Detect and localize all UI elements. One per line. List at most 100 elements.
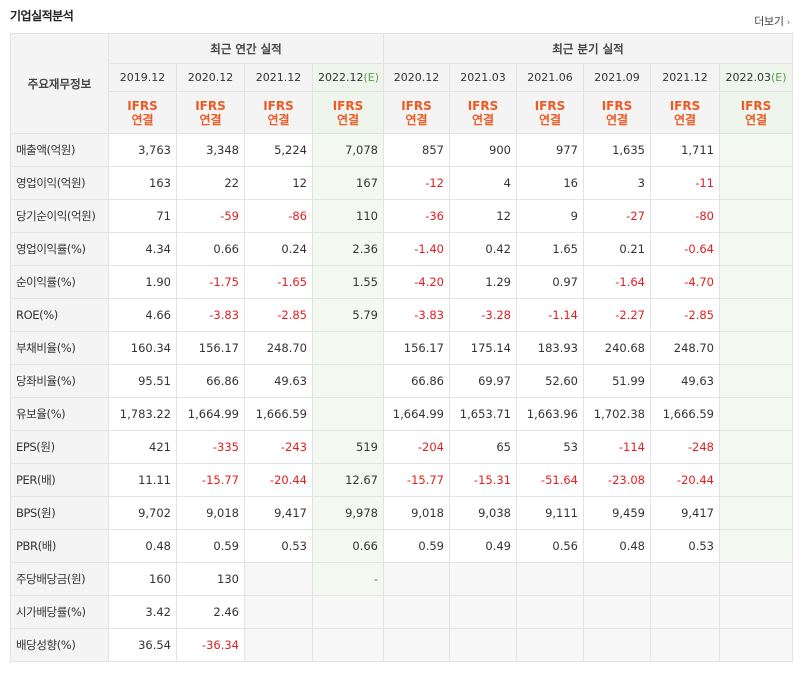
consolidated-label: 연결 (199, 112, 222, 127)
row-label: EPS(원) (10, 430, 109, 464)
table-row: 부채비율(%) 160.34 156.17 248.70 156.17 175.14 183… (10, 331, 793, 365)
table-cell: -243 (244, 430, 313, 464)
table-cell: 16 (516, 166, 584, 200)
table-cell: 248.70 (244, 331, 313, 365)
table-cell: 22 (176, 166, 245, 200)
table-cell: 3.42 (108, 595, 177, 629)
table-cell: 900 (449, 133, 517, 167)
table-row: 영업이익(억원) 163 22 12 167 -12 4 16 3 -11 (10, 166, 793, 200)
table-cell (719, 166, 793, 200)
table-cell (650, 595, 720, 629)
table-cell: 49.63 (650, 364, 720, 398)
table-cell: 0.49 (449, 529, 517, 563)
table-cell: -36.34 (176, 628, 245, 662)
table-cell (719, 298, 793, 332)
table-cell: 66.86 (383, 364, 450, 398)
table-cell (650, 628, 720, 662)
quarter-period-5: 2022.03(E) (719, 63, 793, 92)
table-cell: 0.97 (516, 265, 584, 299)
ifrs-label: IFRS (534, 98, 566, 113)
table-cell: -0.64 (650, 232, 720, 266)
table-cell: -114 (583, 430, 651, 464)
row-label: 당기순이익(억원) (10, 199, 109, 233)
table-cell (719, 232, 793, 266)
table-row: 유보율(%) 1,783.22 1,664.99 1,666.59 1,664.99 1,… (10, 397, 793, 431)
table-cell: 49.63 (244, 364, 313, 398)
table-cell: -15.77 (383, 463, 450, 497)
table-cell: 2.46 (176, 595, 245, 629)
row-label: BPS(원) (10, 496, 109, 530)
table-row: 당기순이익(억원) 71 -59 -86 110 -36 12 9 -27 -80 (10, 199, 793, 233)
period-label: 2022.12 (318, 71, 364, 84)
table-cell (719, 463, 793, 497)
table-cell: 183.93 (516, 331, 584, 365)
table-row: BPS(원) 9,702 9,018 9,417 9,978 9,018 9,038 9,11… (10, 496, 793, 530)
row-label: 순이익률(%) (10, 265, 109, 299)
consolidated-label: 연결 (405, 112, 428, 127)
table-cell: -20.44 (244, 463, 313, 497)
ifrs-label: IFRS (127, 98, 158, 113)
table-cell: 1,663.96 (516, 397, 584, 431)
period-label: 2021.12 (662, 71, 708, 84)
row-label: 매출액(억원) (10, 133, 109, 167)
table-cell: 12 (449, 199, 517, 233)
period-label: 2021.03 (460, 71, 506, 84)
ifrs-label: IFRS (195, 98, 226, 113)
table-row: 매출액(억원) 3,763 3,348 5,224 7,078 857 900 977 1,63… (10, 133, 793, 167)
table-cell: 53 (516, 430, 584, 464)
row-label: 유보율(%) (10, 397, 109, 431)
table-cell (449, 562, 517, 596)
table-cell (719, 496, 793, 530)
table-cell: -1.75 (176, 265, 245, 299)
ifrs-label: IFRS (263, 98, 294, 113)
table-cell: 9,978 (312, 496, 384, 530)
table-cell: 156.17 (383, 331, 450, 365)
consolidated-label: 연결 (673, 112, 697, 127)
table-cell (516, 595, 584, 629)
table-cell: 0.59 (383, 529, 450, 563)
table-cell (719, 133, 793, 167)
table-cell: 110 (312, 199, 384, 233)
table-cell: 71 (108, 199, 177, 233)
table-cell: 9,417 (650, 496, 720, 530)
table-cell: 1,653.71 (449, 397, 517, 431)
row-label: PER(배) (10, 463, 109, 497)
table-cell: 36.54 (108, 628, 177, 662)
table-cell: 167 (312, 166, 384, 200)
table-cell: 9,459 (583, 496, 651, 530)
table-row: 순이익률(%) 1.90 -1.75 -1.65 1.55 -4.20 1.29 0.97 -1… (10, 265, 793, 299)
more-link[interactable]: 더보기 › (754, 13, 790, 29)
chevron-right-icon: › (786, 18, 791, 28)
consolidated-label: 연결 (744, 112, 768, 127)
table-row: 주당배당금(원) 160 130 - (10, 562, 793, 596)
table-cell: 1,666.59 (244, 397, 313, 431)
table-cell: 12.67 (312, 463, 384, 497)
table-cell: -51.64 (516, 463, 584, 497)
table-cell (244, 562, 313, 596)
table-cell: -27 (583, 199, 651, 233)
row-label: 당좌비율(%) (10, 364, 109, 398)
table-cell: 0.56 (516, 529, 584, 563)
table-cell: 1,664.99 (176, 397, 245, 431)
table-cell: 160.34 (108, 331, 177, 365)
consolidated-label: 연결 (336, 112, 360, 127)
table-cell: 1,664.99 (383, 397, 450, 431)
table-cell: -1.14 (516, 298, 584, 332)
table-cell: -204 (383, 430, 450, 464)
table-cell (244, 628, 313, 662)
ifrs-label: IFRS (332, 98, 364, 113)
quarter-period-3: 2021.09 (583, 63, 651, 92)
table-cell (312, 595, 384, 629)
table-cell: -1.65 (244, 265, 313, 299)
table-cell: 0.42 (449, 232, 517, 266)
table-cell (583, 628, 651, 662)
table-cell: 69.97 (449, 364, 517, 398)
ifrs-label: IFRS (740, 98, 772, 113)
more-label: 더보기 (754, 15, 784, 28)
table-cell: -4.70 (650, 265, 720, 299)
table-row: EPS(원) 421 -335 -243 519 -204 65 53 -114 -248 (10, 430, 793, 464)
table-cell: -20.44 (650, 463, 720, 497)
table-cell (719, 397, 793, 431)
table-cell: 0.59 (176, 529, 245, 563)
period-label: 2021.12 (255, 71, 302, 84)
